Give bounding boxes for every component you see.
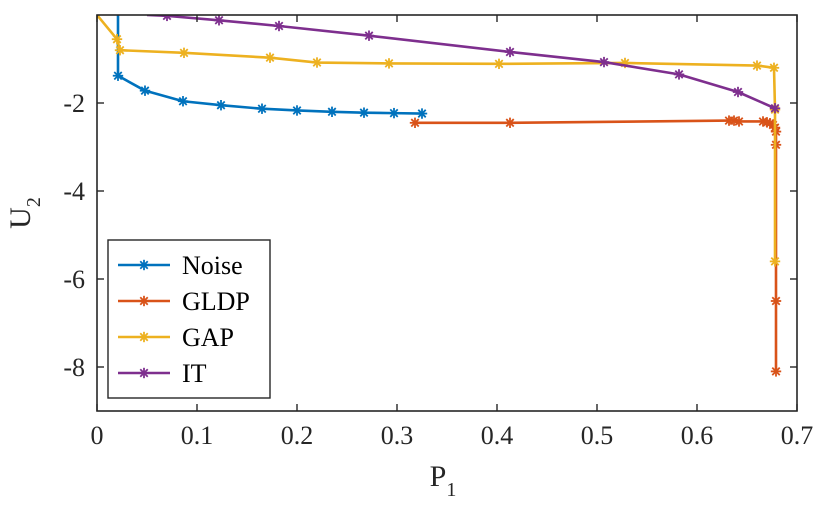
legend-label-gldp: GLDP xyxy=(182,287,250,316)
x-tick-label: 0.3 xyxy=(381,421,414,450)
y-tick-label: -8 xyxy=(63,353,85,382)
data-point-it xyxy=(363,30,375,41)
legend-item-gap: GAP xyxy=(118,323,234,352)
data-point-gap xyxy=(383,58,395,69)
data-point-gap xyxy=(111,34,123,45)
x-axis-label: P1 xyxy=(430,460,457,501)
data-point-gldp xyxy=(770,295,782,307)
legend-marker-gldp xyxy=(138,295,150,307)
legend-marker-it xyxy=(138,367,150,379)
data-point-gap xyxy=(768,62,780,73)
data-point-it xyxy=(769,103,781,114)
data-point-noise xyxy=(358,107,370,118)
legend-marker-gap xyxy=(138,331,150,343)
data-point-it xyxy=(598,56,610,68)
data-point-noise xyxy=(215,100,227,111)
data-point-noise xyxy=(177,96,189,107)
data-point-gap xyxy=(264,52,276,63)
y-tick-label: -6 xyxy=(63,265,85,294)
legend-box xyxy=(107,239,271,399)
data-point-noise xyxy=(291,105,303,116)
data-point-noise xyxy=(326,106,338,117)
data-point-noise xyxy=(256,103,268,114)
legend-item-gldp: GLDP xyxy=(118,287,250,316)
data-point-gldp xyxy=(770,366,782,377)
data-point-it xyxy=(673,69,685,80)
data-point-gap xyxy=(311,57,323,68)
data-point-it xyxy=(213,15,225,26)
legend-item-noise: Noise xyxy=(118,251,243,280)
data-point-noise xyxy=(388,107,400,119)
data-point-noise xyxy=(416,108,428,119)
data-point-gldp xyxy=(409,117,421,128)
legend: Noise GLDP GAP IT xyxy=(107,239,271,399)
x-tick-label: 0.6 xyxy=(681,421,714,450)
data-point-gap xyxy=(493,58,505,70)
series-line-gap xyxy=(97,15,777,262)
y-axis-label: U2 xyxy=(4,197,45,229)
x-tick-label: 0.7 xyxy=(781,421,814,450)
data-point-noise xyxy=(112,70,124,81)
plot-area-frame xyxy=(96,14,798,412)
data-point-gldp xyxy=(504,117,516,128)
series-gap xyxy=(97,15,781,267)
legend-label-gap: GAP xyxy=(182,323,234,352)
legend-label-it: IT xyxy=(182,359,207,388)
x-tick-label: 0.1 xyxy=(181,421,214,450)
x-tick-label: 0.5 xyxy=(581,421,614,450)
data-point-gap xyxy=(114,45,126,56)
data-point-it xyxy=(732,86,744,98)
legend-item-it: IT xyxy=(118,359,207,388)
data-point-it xyxy=(504,46,516,58)
legend-marker-noise xyxy=(138,259,150,271)
x-tick-label: 0 xyxy=(91,421,104,450)
series-gldp xyxy=(409,115,782,377)
data-point-noise xyxy=(139,85,151,96)
series-it xyxy=(146,15,781,114)
legend-label-noise: Noise xyxy=(182,251,243,280)
series-line-it xyxy=(146,15,776,110)
data-point-it xyxy=(161,15,173,22)
x-tick-label: 0.4 xyxy=(481,421,514,450)
series-noise xyxy=(112,15,428,119)
data-point-it xyxy=(273,20,285,32)
data-point-gap xyxy=(178,47,190,59)
series-line-gldp xyxy=(415,119,778,372)
y-tick-label: -2 xyxy=(63,89,85,118)
y-tick-label: -4 xyxy=(63,177,85,206)
x-tick-label: 0.2 xyxy=(281,421,314,450)
data-point-gap xyxy=(751,60,763,71)
ticks-layer: 0 0.1 0.2 0.3 0.4 0.5 0.6 0.7 -2 -4 -6 -8 xyxy=(63,15,813,450)
series-layer xyxy=(97,15,782,377)
data-point-gap xyxy=(769,256,781,267)
data-point-gldp xyxy=(733,116,745,127)
